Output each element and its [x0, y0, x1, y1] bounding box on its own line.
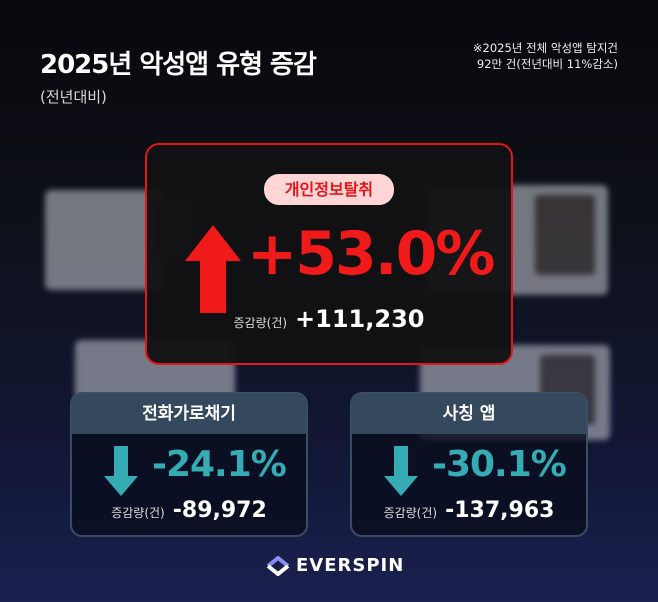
page-subtitle: (전년대비)	[40, 88, 107, 106]
amount-row: 증감량(건) -89,972	[72, 498, 306, 523]
amount-row: 증감량(건) +111,230	[147, 305, 511, 333]
everspin-logo: EVERSPIN	[266, 555, 404, 576]
percent-change: +53.0%	[247, 219, 495, 289]
amount-label: 증감량(건)	[111, 506, 165, 520]
amount-label: 증감량(건)	[233, 316, 288, 330]
stat-card-impersonation-app: 사칭 앱 -30.1% 증감량(건) -137,963	[350, 392, 588, 537]
arrow-down-icon	[384, 446, 418, 496]
footnote-line: 92만 건(전년대비 11%감소)	[476, 57, 618, 71]
amount-value: -137,963	[445, 498, 555, 523]
arrow-up-icon	[185, 225, 241, 313]
logo-text: EVERSPIN	[296, 555, 405, 576]
amount-label: 증감량(건)	[383, 506, 438, 520]
card-header: 전화가로채기	[72, 394, 306, 434]
amount-value: +111,230	[295, 305, 425, 333]
page-title: 2025년 악성앱 유형 증감	[40, 50, 317, 80]
percent-change: -30.1%	[432, 444, 567, 485]
amount-row: 증감량(건) -137,963	[352, 498, 586, 523]
arrow-down-icon	[104, 446, 138, 496]
main-stat-card: 개인정보탈취 +53.0% 증감량(건) +111,230	[145, 143, 513, 365]
percent-change: -24.1%	[152, 444, 287, 485]
amount-value: -89,972	[172, 498, 267, 523]
footnote-line: ※2025년 전체 악성앱 탐지건	[472, 41, 618, 55]
stat-card-phone-intercept: 전화가로채기 -24.1% 증감량(건) -89,972	[70, 392, 308, 537]
footnote: ※2025년 전체 악성앱 탐지건 92만 건(전년대비 11%감소)	[473, 40, 618, 72]
card-header: 사칭 앱	[352, 394, 586, 434]
category-badge: 개인정보탈취	[264, 174, 394, 205]
logo-mark-icon	[266, 555, 290, 576]
